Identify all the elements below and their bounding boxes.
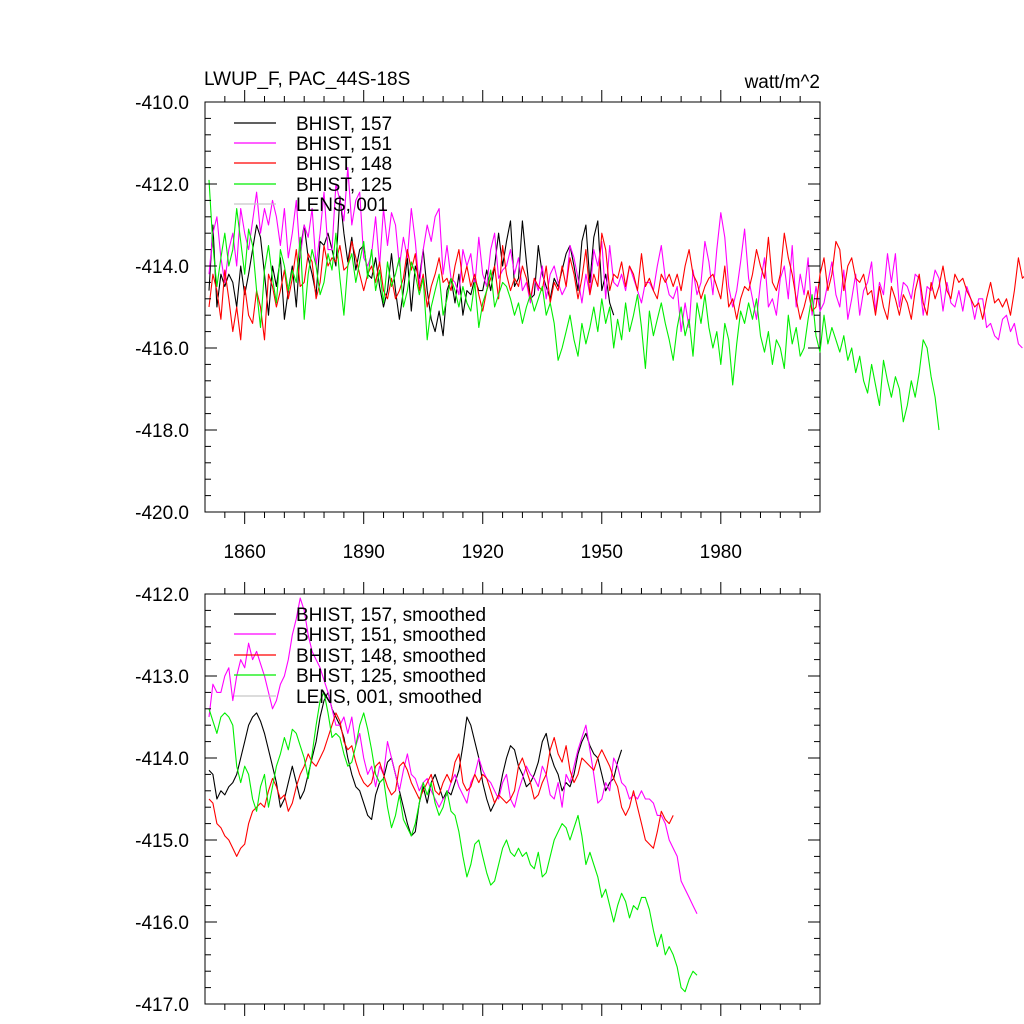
top-legend-label: BHIST, 151	[296, 134, 392, 155]
bottom-plot-frame	[204, 593, 821, 1005]
bottom-ytick-label: -413.0	[135, 667, 189, 688]
top-series-2-line	[208, 167, 1023, 349]
bottom-series-2-line	[208, 597, 698, 915]
top-ytick-label: -416.0	[135, 339, 189, 360]
bottom-ytick-label: -417.0	[135, 995, 189, 1016]
bottom-legend-label: BHIST, 148, smoothed	[296, 646, 486, 667]
top-ytick-label: -410.0	[135, 93, 189, 114]
chart-title: LWUP_F, PAC_44S-18S	[204, 69, 410, 90]
top-ytick-label: -418.0	[135, 421, 189, 442]
bottom-legend-label: BHIST, 125, smoothed	[296, 666, 486, 687]
bottom-series-lines	[208, 597, 698, 993]
top-legend-label: BHIST, 125	[296, 175, 392, 196]
top-axis-ticks: -420.0 -418.0 -416.0 -414.0 -412.0 -410.0 1860…	[135, 90, 820, 563]
top-legend-label: BHIST, 157	[296, 114, 392, 135]
top-panel: -420.0 -418.0 -416.0 -414.0 -412.0 -410.0 1860…	[135, 90, 1024, 563]
top-ytick-label: -412.0	[135, 175, 189, 196]
bottom-panel: -417.0 -416.0 -415.0 -414.0 -413.0 -412.0 BHI…	[135, 582, 821, 1016]
top-legend-label: BHIST, 148	[296, 154, 392, 175]
top-xtick-label: 1920	[462, 542, 504, 563]
bottom-series-3-line	[208, 712, 674, 857]
units-label: watt/m^2	[744, 72, 820, 93]
bottom-ytick-label: -416.0	[135, 913, 189, 934]
top-series-3-line	[208, 232, 1024, 341]
bottom-series-1-line	[208, 691, 623, 837]
top-xtick-label: 1890	[343, 542, 385, 563]
bottom-axis-ticks: -417.0 -416.0 -415.0 -414.0 -413.0 -412.0	[135, 582, 820, 1016]
top-series-4-line	[208, 179, 940, 431]
top-series-lines	[208, 167, 1024, 431]
top-xtick-label: 1980	[700, 542, 742, 563]
top-ytick-label: -414.0	[135, 257, 189, 278]
top-xtick-label: 1950	[581, 542, 623, 563]
bottom-ytick-label: -414.0	[135, 749, 189, 770]
top-ytick-label: -420.0	[135, 503, 189, 524]
top-legend-label: LENS, 001	[296, 195, 388, 216]
top-plot-frame	[204, 101, 821, 513]
bottom-legend-label: BHIST, 157, smoothed	[296, 605, 486, 626]
bottom-ytick-label: -415.0	[135, 831, 189, 852]
top-series-1-line	[208, 195, 615, 337]
bottom-series-4-line	[208, 691, 698, 993]
bottom-legend-label: BHIST, 151, smoothed	[296, 625, 486, 646]
bottom-ytick-label: -412.0	[135, 585, 189, 606]
top-xtick-label: 1860	[224, 542, 266, 563]
bottom-legend-label: LENS, 001, smoothed	[296, 687, 482, 708]
